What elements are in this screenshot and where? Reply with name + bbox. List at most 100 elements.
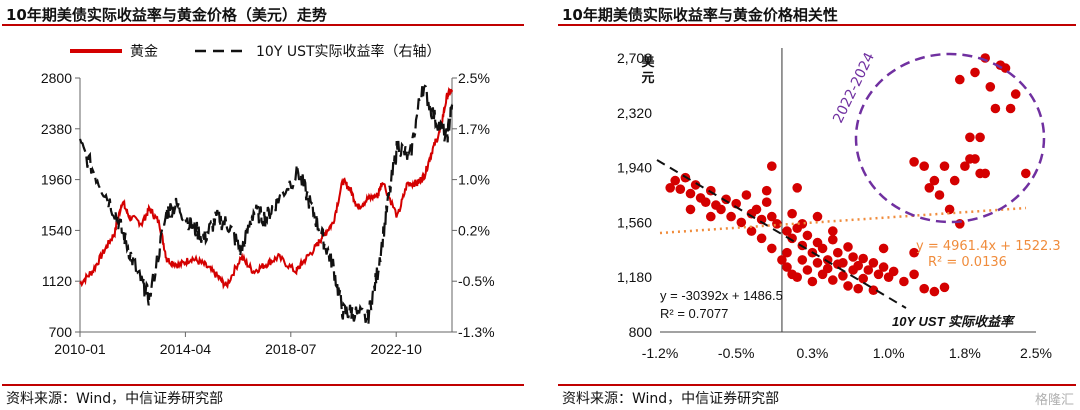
annotation-2022-2024: 2022-2024	[830, 50, 878, 126]
scatter-point	[909, 269, 919, 280]
scatter-point	[741, 190, 752, 200]
right-y-tick-label: 2.5%	[458, 70, 490, 86]
scatter-point	[965, 132, 975, 143]
trendline-flat	[659, 206, 1027, 235]
scatter-point	[980, 168, 990, 179]
left-y-tick-label: 2380	[41, 121, 72, 137]
scatter-point	[782, 262, 792, 272]
scatter-point	[924, 183, 935, 193]
scatter-point	[960, 161, 970, 171]
scatter-point	[939, 161, 950, 171]
scatter-point	[873, 269, 884, 280]
right-y-tick-label: 0.2%	[458, 222, 490, 238]
scatter-point	[955, 74, 965, 85]
scatter-point	[1021, 168, 1031, 179]
scatter-point	[787, 208, 797, 219]
scatter-point	[929, 175, 940, 186]
scatter-point	[802, 230, 813, 241]
x-tick-label: 2010-01	[54, 341, 106, 357]
scatter-point	[970, 67, 980, 78]
left-y-tick-label: 1960	[41, 172, 72, 188]
scatter-point	[782, 226, 792, 236]
scatter-point	[985, 82, 996, 92]
right-y-tick-label: 1.0%	[458, 172, 490, 188]
scatter-point	[899, 276, 909, 287]
left-title-rule	[2, 24, 524, 26]
scatter-point	[888, 266, 899, 277]
scatter-point	[828, 234, 838, 245]
scatter-point	[670, 175, 680, 186]
left-y-tick-label: 1120	[42, 273, 72, 289]
right-chart-panel: 10年期美债实际收益率与黄金价格相关性 2,700 2,320 1,940 1,560…	[556, 0, 1080, 410]
scatter-point	[843, 281, 853, 291]
x-tick-label: 0.3%	[796, 345, 828, 361]
scatter-point	[751, 204, 762, 215]
left-chart-panel: 10年期美债实际收益率与黄金价格（美元）走势 2800 2380 1960 1540 1…	[0, 0, 528, 410]
y-tick-label: 1,560	[617, 214, 652, 230]
scatter-point	[919, 161, 929, 171]
scatter-point	[828, 226, 838, 236]
scatter-point	[746, 226, 757, 236]
scatter-point	[990, 103, 1001, 114]
right-y-tick-label: 1.7%	[458, 121, 490, 137]
scatter-point	[787, 233, 797, 244]
scatter-point	[700, 197, 711, 207]
scatter-point	[782, 247, 792, 258]
scatter-point	[848, 265, 858, 275]
scatter-point	[756, 233, 767, 244]
x-tick-label: -1.2%	[642, 345, 679, 361]
right-title-rule	[558, 24, 1076, 26]
scatter-point	[797, 255, 808, 265]
annotation-r2-flat: R² = 0.0136	[928, 255, 1007, 270]
x-tick-label: 2014-04	[160, 341, 212, 357]
scatter-point	[690, 180, 701, 190]
y-tick-label: 2,700	[617, 50, 652, 66]
trendline-negative	[656, 159, 907, 309]
y-axis-label-char: 元	[641, 70, 654, 85]
scatter-point	[1010, 89, 1021, 99]
scatter-point	[909, 247, 919, 258]
scatter-point	[716, 204, 726, 215]
scatter-point	[777, 255, 787, 265]
right-source-rule	[558, 384, 1076, 386]
scatter-point	[756, 214, 767, 225]
scatter-point	[726, 211, 736, 222]
scatter-point	[858, 273, 868, 284]
scatter-point	[949, 175, 960, 186]
scatter-point	[939, 282, 950, 293]
scatter-point	[767, 161, 777, 171]
legend-label-yield: 10Y UST实际收益率（右轴）	[256, 43, 441, 60]
x-tick-label: 2.5%	[1020, 345, 1052, 361]
series-gold-line	[79, 86, 453, 290]
x-tick-label: 1.8%	[949, 345, 981, 361]
scatter-point	[812, 211, 823, 222]
cluster-2022-2024-circle	[854, 52, 1046, 224]
scatter-point	[1000, 63, 1011, 73]
scatter-point	[843, 242, 853, 252]
left-y-tick-label: 700	[49, 324, 73, 340]
scatter-point	[975, 132, 985, 143]
left-y-tick-label: 1540	[41, 222, 72, 238]
scatter-point	[944, 204, 955, 215]
scatter-point	[817, 243, 828, 254]
scatter-point	[909, 157, 919, 167]
scatter-point	[685, 188, 696, 199]
scatter-point	[934, 190, 945, 200]
annotation-eq-negative: y = -30392x + 1486.5	[660, 288, 783, 303]
scatter-point	[970, 154, 980, 164]
scatter-point	[767, 211, 777, 222]
series-yield-line	[78, 84, 454, 325]
scatter-point	[767, 243, 777, 254]
scatter-point	[853, 283, 863, 294]
scatter-point	[792, 183, 802, 193]
scatter-point	[822, 263, 833, 274]
x-tick-label: -0.5%	[718, 345, 755, 361]
scatter-point	[838, 271, 848, 281]
scatter-point	[863, 265, 874, 275]
left-y-tick-label: 2800	[41, 70, 72, 86]
scatter-point	[736, 217, 747, 228]
scatter-point	[792, 272, 802, 283]
scatter-point	[878, 243, 889, 254]
scatter-point	[878, 262, 889, 272]
watermark-logo: 格隆汇	[1034, 393, 1074, 408]
